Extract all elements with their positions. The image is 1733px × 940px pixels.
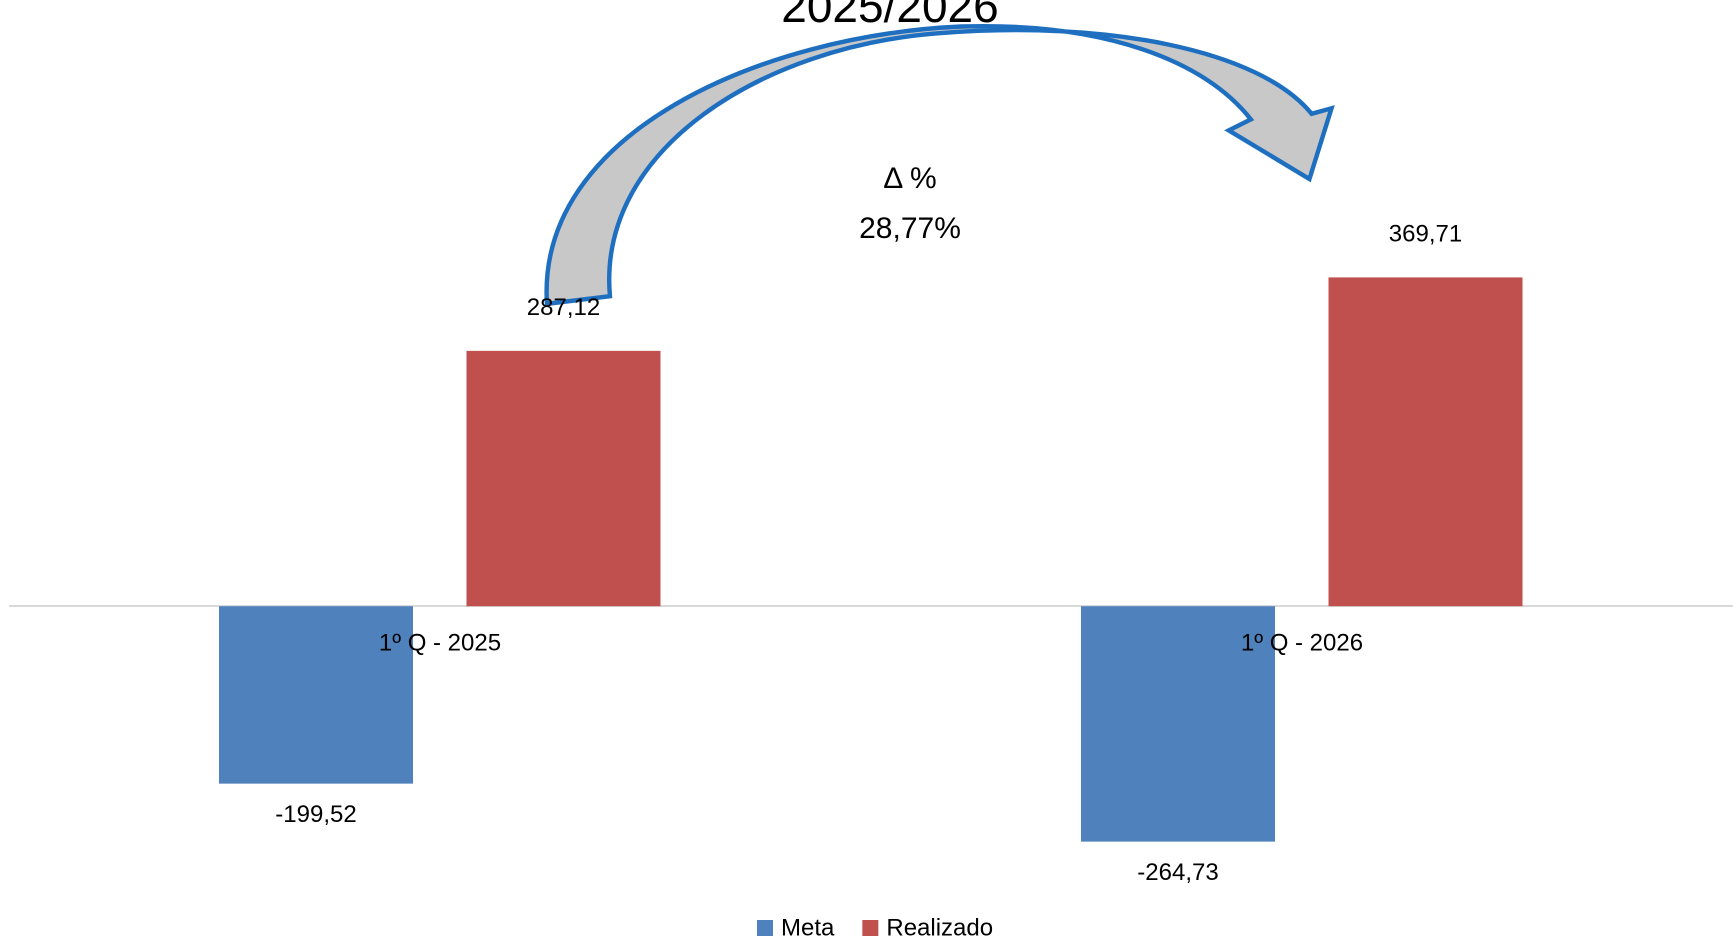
x-tick-label: 1º Q - 2026 [1241,629,1363,656]
annotation: 28,77% [859,212,961,245]
x-tick-label: 1º Q - 2025 [379,629,501,656]
data-label: 369,71 [1389,221,1462,248]
bar [219,606,413,784]
legend-swatch [862,920,879,936]
data-label: -264,73 [1137,859,1218,886]
legend-label: Meta [781,914,835,940]
bar [1328,277,1523,607]
bar [466,350,661,607]
arrow [544,23,1335,307]
chart-title: 2025/2026 [781,0,998,32]
plot-area [219,277,1523,842]
legend-label: Realizado [886,914,993,940]
data-label: 287,12 [527,294,600,321]
data-label: -199,52 [275,801,356,828]
annotation: Δ % [883,162,936,195]
legend-swatch [757,920,773,936]
bar [1081,606,1275,842]
legend: Meta Realizado [757,914,993,940]
